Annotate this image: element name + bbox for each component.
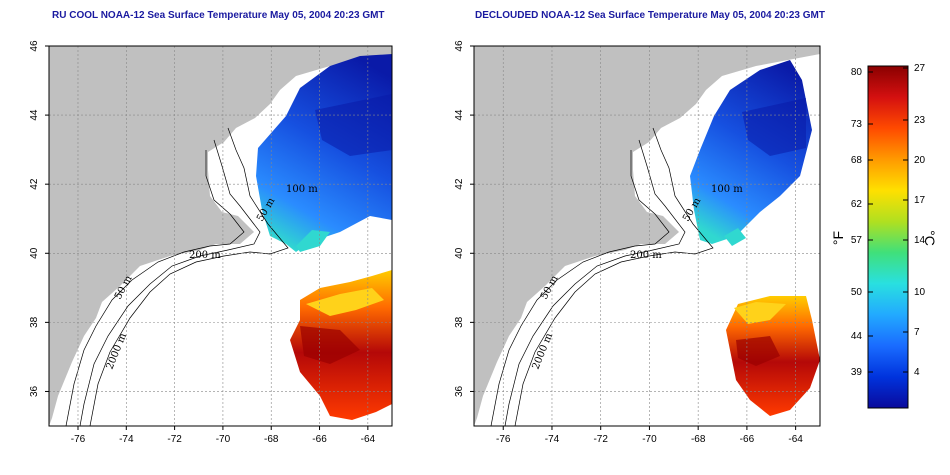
lon-tick-label: -64 [361, 434, 376, 445]
cold-water-region [690, 60, 812, 246]
lat-tick-label: 44 [454, 109, 465, 121]
lat-tick-label: 40 [454, 247, 465, 259]
fahrenheit-tick-label: 44 [851, 331, 863, 342]
celsius-tick-label: 10 [914, 287, 926, 298]
left-map: 200 m 50 m 2000 m 100 m 50 m [49, 46, 392, 426]
left-map-frame [48, 45, 393, 427]
contour-label: 100 m [711, 184, 743, 195]
land-mass [474, 46, 820, 426]
lat-lon-grid [49, 46, 392, 426]
celsius-unit-label: °C [922, 230, 938, 246]
celsius-tick-label: 7 [914, 327, 920, 338]
lat-lon-grid [474, 46, 820, 426]
lon-tick-label: -72 [593, 434, 608, 445]
lat-tick-label: 38 [29, 316, 40, 328]
bathymetry-contours [490, 127, 714, 426]
contour-label: 100 m [286, 184, 318, 195]
contour-label: 200 m [189, 250, 221, 261]
left-map-title: RU COOL NOAA-12 Sea Surface Temperature … [52, 10, 385, 21]
lon-tick-label: -68 [691, 434, 706, 445]
right-map: 200 m 50 m 2000 m 100 m 50 m [474, 46, 820, 426]
fahrenheit-tick-label: 57 [851, 235, 863, 246]
fahrenheit-tick-label: 62 [851, 199, 863, 210]
celsius-tick-label: 17 [914, 195, 926, 206]
lat-tick-label: 36 [29, 385, 40, 397]
fahrenheit-tick-label: 68 [851, 155, 863, 166]
lat-tick-label: 38 [454, 316, 465, 328]
lat-tick-label: 46 [29, 40, 40, 52]
celsius-tick-label: 14 [914, 235, 926, 246]
bathymetry-contours [65, 127, 289, 426]
fahrenheit-tick-label: 39 [851, 367, 863, 378]
celsius-tick-label: 4 [914, 367, 920, 378]
land-mass [49, 46, 392, 426]
warm-water-region [290, 270, 392, 420]
right-map-frame [473, 45, 821, 427]
lat-tick-label: 42 [29, 178, 40, 190]
lat-tick-label: 46 [454, 40, 465, 52]
lon-tick-label: -70 [216, 434, 231, 445]
fahrenheit-tick-label: 50 [851, 287, 863, 298]
right-map-title: DECLOUDED NOAA-12 Sea Surface Temperatur… [475, 10, 825, 21]
celsius-tick-label: 20 [914, 155, 926, 166]
lon-tick-label: -70 [642, 434, 657, 445]
fahrenheit-tick-label: 80 [851, 67, 863, 78]
lon-tick-label: -74 [545, 434, 560, 445]
lat-tick-label: 44 [29, 109, 40, 121]
left-map-axes: -76 -74 -72 -70 -68 -66 -64 36 38 40 42 44 46 [29, 40, 376, 445]
lon-tick-label: -76 [71, 434, 86, 445]
lat-tick-label: 36 [454, 385, 465, 397]
lon-tick-label: -68 [264, 434, 279, 445]
celsius-tick-label: 27 [914, 63, 926, 74]
fahrenheit-tick-label: 73 [851, 119, 863, 130]
lon-tick-label: -64 [788, 434, 803, 445]
lon-tick-label: -76 [496, 434, 511, 445]
lon-tick-label: -72 [167, 434, 182, 445]
lat-tick-label: 42 [454, 178, 465, 190]
celsius-tick-label: 23 [914, 115, 926, 126]
contour-label: 200 m [630, 250, 662, 261]
lat-tick-label: 40 [29, 247, 40, 259]
temperature-colorbar: 80 73 68 62 57 50 44 39 27 23 20 17 14 10 7 4 °F °C [830, 63, 938, 409]
cold-water-region [256, 54, 392, 252]
lon-tick-label: -66 [312, 434, 327, 445]
lon-tick-label: -74 [119, 434, 134, 445]
lon-tick-label: -66 [740, 434, 755, 445]
fahrenheit-unit-label: °F [830, 231, 846, 245]
right-map-axes: -76 -74 -72 -70 -68 -66 -64 36 38 40 42 44 46 [454, 40, 803, 445]
colorbar-ramp [867, 65, 909, 409]
